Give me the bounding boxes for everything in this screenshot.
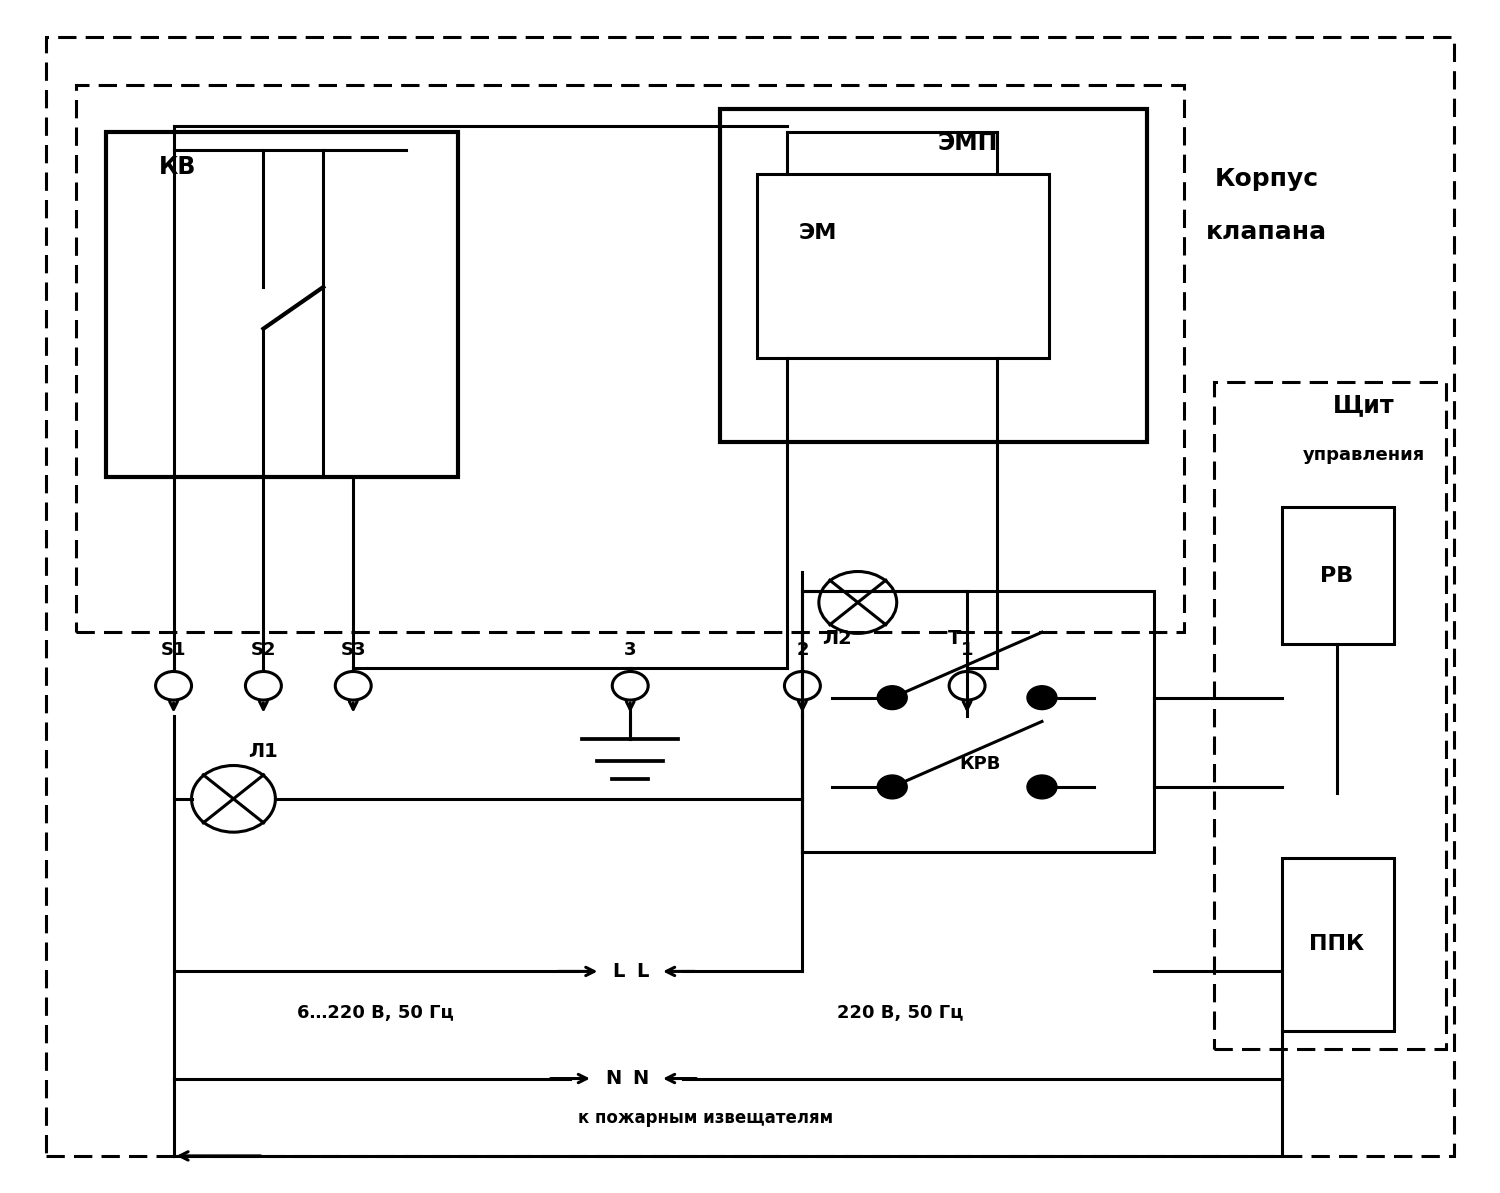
Bar [76,85,1184,632]
Text: к пожарным извещателям: к пожарным извещателям [578,1108,832,1127]
Text: Щит: Щит [1334,392,1395,418]
Text: ППК: ППК [1310,934,1365,954]
Text: N: N [632,1069,648,1088]
Text: Л1: Л1 [249,742,279,761]
Text: 1: 1 [962,641,974,659]
Text: 220 В, 50 Гц: 220 В, 50 Гц [837,1005,963,1022]
Bar [1214,382,1446,1049]
Circle shape [1028,775,1057,799]
Bar [1281,507,1394,644]
Text: 2: 2 [796,641,808,659]
Text: КРВ: КРВ [960,755,1000,773]
Text: РВ: РВ [1320,567,1353,586]
Bar [802,591,1155,852]
Circle shape [878,775,908,799]
Text: L: L [612,962,624,981]
Text: S3: S3 [340,641,366,659]
Circle shape [878,686,908,710]
Text: клапана: клапана [1206,221,1328,245]
Text: Л2: Л2 [822,629,852,648]
Text: 3: 3 [624,641,636,659]
Circle shape [1028,686,1057,710]
Text: ЭМ: ЭМ [798,223,837,243]
Bar [1281,858,1394,1031]
Text: КВ: КВ [159,155,196,179]
Text: управления: управления [1302,446,1425,464]
Text: ЭМП: ЭМП [938,131,998,155]
Text: Т: Т [948,629,962,648]
Text: S1: S1 [160,641,186,659]
Text: L: L [636,962,648,981]
Bar [758,174,1050,358]
Text: S2: S2 [251,641,276,659]
Text: N: N [604,1069,621,1088]
Bar [106,132,458,477]
Text: 6…220 В, 50 Гц: 6…220 В, 50 Гц [297,1005,454,1022]
Text: Корпус: Корпус [1215,167,1318,191]
Bar [720,109,1148,441]
